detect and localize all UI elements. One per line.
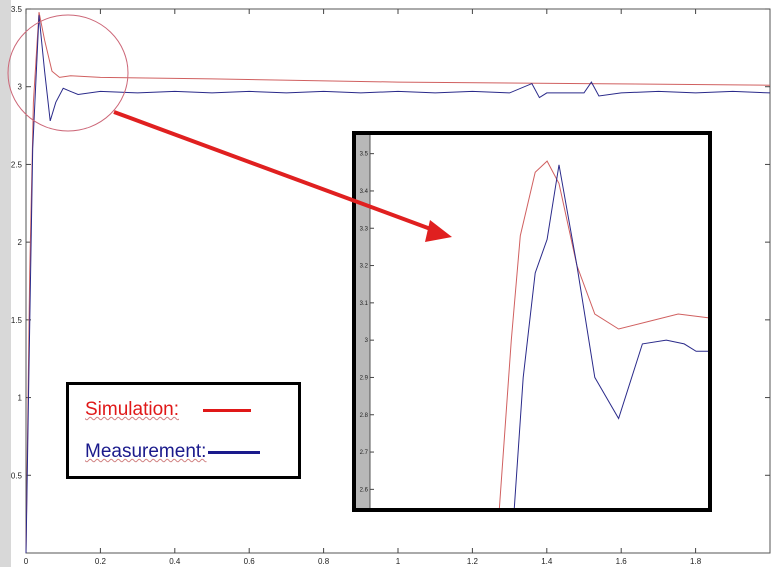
inset-y-tick-label: 3.5 (360, 152, 369, 158)
inset-y-tick-label: 3.4 (360, 189, 369, 195)
x-tick-label: 0 (24, 557, 29, 566)
x-tick-label: 0.2 (95, 557, 107, 566)
inset-grey-margin (356, 135, 370, 508)
inset-y-tick-label: 2.6 (360, 487, 369, 493)
x-tick-label: 0.4 (169, 557, 181, 566)
y-tick-label: 2.5 (11, 160, 23, 169)
zoom-inset: 2.6 2.7 2.8 2.9 3 3.1 3.2 3.3 3.4 3.5 (352, 131, 712, 512)
x-tick-label: 0.6 (244, 557, 256, 566)
inset-series-line-measurement (513, 164, 708, 509)
x-tick-label: 1.6 (616, 557, 628, 566)
x-tick-label: 1 (396, 557, 401, 566)
inset-y-tick-label: 3.3 (360, 226, 369, 232)
inset-y-tick-label: 2.9 (360, 375, 369, 381)
y-tick-label: 0.5 (11, 471, 23, 480)
series-line-simulation (25, 12, 771, 554)
y-tick-label: 2 (18, 238, 23, 247)
main-lines (25, 12, 771, 554)
inset-lines (498, 160, 709, 509)
series-line-measurement (25, 15, 771, 554)
inset-y-tick-label: 3.2 (360, 264, 369, 270)
y-tick-label: 3.5 (11, 5, 23, 14)
inset-axes: 2.6 2.7 2.8 2.9 3 3.1 3.2 3.3 3.4 3.5 (360, 135, 374, 508)
legend: Simulation: Measurement: (66, 382, 301, 479)
legend-item-measurement: Measurement: (85, 441, 261, 463)
legend-swatch-simulation (203, 408, 251, 412)
y-tick-label: 3 (18, 83, 23, 92)
callout-arrow (113, 110, 452, 242)
inset-y-tick-label: 2.7 (360, 450, 369, 456)
y-tick-label: 1 (18, 394, 23, 403)
zoom-callout-circle (7, 14, 129, 132)
x-tick-label: 1.8 (690, 557, 702, 566)
inset-y-tick-label: 3 (365, 338, 369, 344)
legend-label-measurement: Measurement: (85, 441, 207, 462)
inset-series-line-simulation (498, 160, 709, 509)
left-margin-strip (0, 0, 11, 567)
inset-frame (352, 131, 712, 512)
x-tick-label: 1.2 (467, 557, 479, 566)
inset-y-tick-label: 2.8 (360, 413, 369, 419)
main-axes: 0 0.2 0.4 0.6 0.8 1 1.2 1.4 1.6 1.8 0.5 1 1.5 2 2.5 3 3.… (11, 5, 771, 566)
x-tick-label: 1.4 (541, 557, 553, 566)
legend-item-simulation: Simulation: (85, 399, 251, 421)
legend-label-simulation: Simulation: (85, 399, 179, 420)
legend-swatch-measurement (208, 450, 261, 454)
inset-y-tick-label: 3.1 (360, 301, 369, 307)
y-tick-label: 1.5 (11, 316, 23, 325)
x-tick-label: 0.8 (318, 557, 330, 566)
